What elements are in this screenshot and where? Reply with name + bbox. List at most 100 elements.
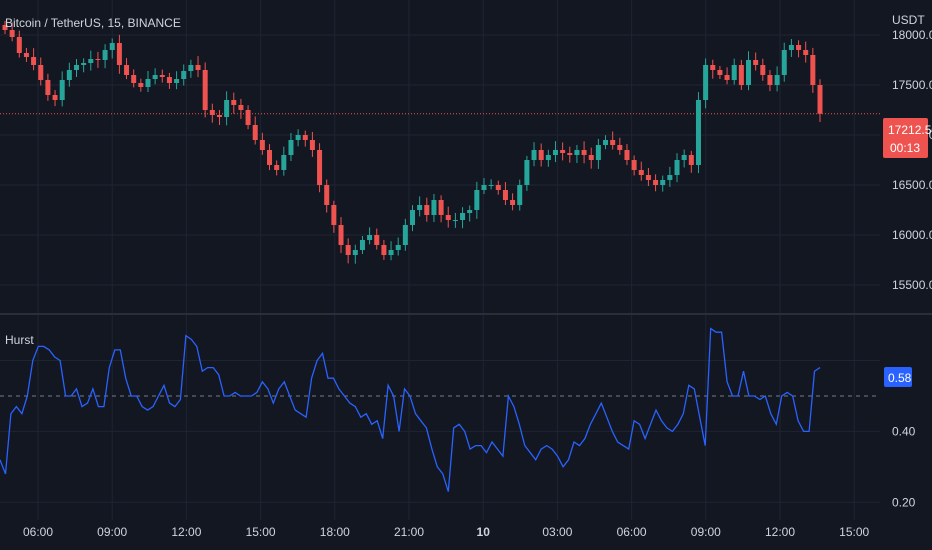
candle xyxy=(424,197,430,222)
candle xyxy=(388,241,394,261)
candle-body xyxy=(767,75,773,85)
candle-body xyxy=(245,110,251,125)
candle-body xyxy=(73,65,79,70)
candle-body xyxy=(560,150,566,153)
candle-body xyxy=(66,70,72,80)
candle xyxy=(817,79,823,122)
candle-body xyxy=(638,170,644,175)
candle xyxy=(66,62,72,87)
candle xyxy=(552,141,558,163)
candle-body xyxy=(474,190,480,210)
candle xyxy=(216,110,222,125)
candle-body xyxy=(52,95,58,100)
candle-body xyxy=(445,215,451,220)
candle xyxy=(510,193,516,211)
candle-body xyxy=(760,65,766,75)
candle xyxy=(746,51,752,91)
candle xyxy=(695,92,701,174)
candle-body xyxy=(381,245,387,255)
price-tick-label: 16500.00 xyxy=(892,178,932,192)
candle-body xyxy=(567,153,573,155)
candle-body xyxy=(724,75,730,80)
candle xyxy=(109,38,115,59)
candle-body xyxy=(788,45,794,50)
candle xyxy=(710,59,716,79)
candle xyxy=(703,58,709,109)
x-tick-label: 03:00 xyxy=(542,525,572,539)
candle-body xyxy=(395,245,401,250)
candle-body xyxy=(660,180,666,185)
candle-body xyxy=(181,71,187,79)
candle-body xyxy=(588,155,594,160)
candle xyxy=(331,200,337,233)
candle-body xyxy=(524,160,530,185)
hurst-last-tag: 0.58 xyxy=(884,367,912,387)
candle xyxy=(367,227,373,245)
candle-body xyxy=(224,100,230,117)
candle xyxy=(610,131,616,150)
candle-body xyxy=(467,210,473,213)
candle xyxy=(417,196,423,217)
candle-body xyxy=(345,245,351,255)
candle-body xyxy=(481,185,487,190)
candle xyxy=(166,72,172,89)
candle-body xyxy=(2,25,8,30)
candle-body xyxy=(9,30,15,37)
price-tick-label: 16000.00 xyxy=(892,228,932,242)
candle xyxy=(395,237,401,256)
candle-body xyxy=(331,205,337,225)
candle xyxy=(660,175,666,192)
candle-body xyxy=(552,150,558,155)
hurst-series xyxy=(0,327,821,492)
candle xyxy=(595,138,601,169)
candle-body xyxy=(460,213,466,220)
candle xyxy=(145,71,151,92)
candle xyxy=(131,69,137,88)
candle-body xyxy=(488,185,494,186)
symbol-title[interactable]: Bitcoin / TetherUS, 15, BINANCE xyxy=(5,16,181,30)
candle xyxy=(181,64,187,86)
candle-body xyxy=(174,79,180,83)
candle-body xyxy=(352,250,358,255)
candle-body xyxy=(510,200,516,205)
candle xyxy=(431,194,437,222)
price-tick-label: 18000.00 xyxy=(892,28,932,42)
candle xyxy=(681,149,687,168)
indicator-name[interactable]: Hurst xyxy=(5,333,34,347)
candle xyxy=(524,155,530,191)
candle-body xyxy=(703,65,709,100)
candle-body xyxy=(195,65,201,70)
price-tick-label: 15500.00 xyxy=(892,278,932,292)
candle-body xyxy=(624,150,630,160)
candle-body xyxy=(88,59,94,63)
candle xyxy=(288,133,294,161)
candle xyxy=(803,41,809,63)
candle xyxy=(796,40,802,58)
candle xyxy=(588,147,594,169)
axis-labels: 06:00 09:00 12:00 15:00 18:00 21:00 10 03:00 06:… xyxy=(23,28,932,539)
candle-body xyxy=(338,225,344,245)
candle xyxy=(238,98,244,119)
candle xyxy=(209,103,215,123)
candle xyxy=(116,34,122,74)
candle xyxy=(381,239,387,260)
candle xyxy=(102,44,108,69)
candle-body xyxy=(688,155,694,165)
candle-body xyxy=(145,79,151,87)
candle xyxy=(438,195,444,223)
candle-body xyxy=(231,100,237,105)
candle-body xyxy=(645,175,651,180)
candle xyxy=(124,58,130,80)
candle xyxy=(317,143,323,193)
x-tick-label: 18:00 xyxy=(320,525,350,539)
candle xyxy=(245,105,251,130)
candle-body xyxy=(188,65,194,71)
candle xyxy=(688,150,694,173)
candle xyxy=(73,59,79,77)
candle xyxy=(52,90,58,107)
candle xyxy=(445,206,451,228)
candle-body xyxy=(324,185,330,205)
candle-body xyxy=(452,220,458,221)
candle xyxy=(760,58,766,81)
